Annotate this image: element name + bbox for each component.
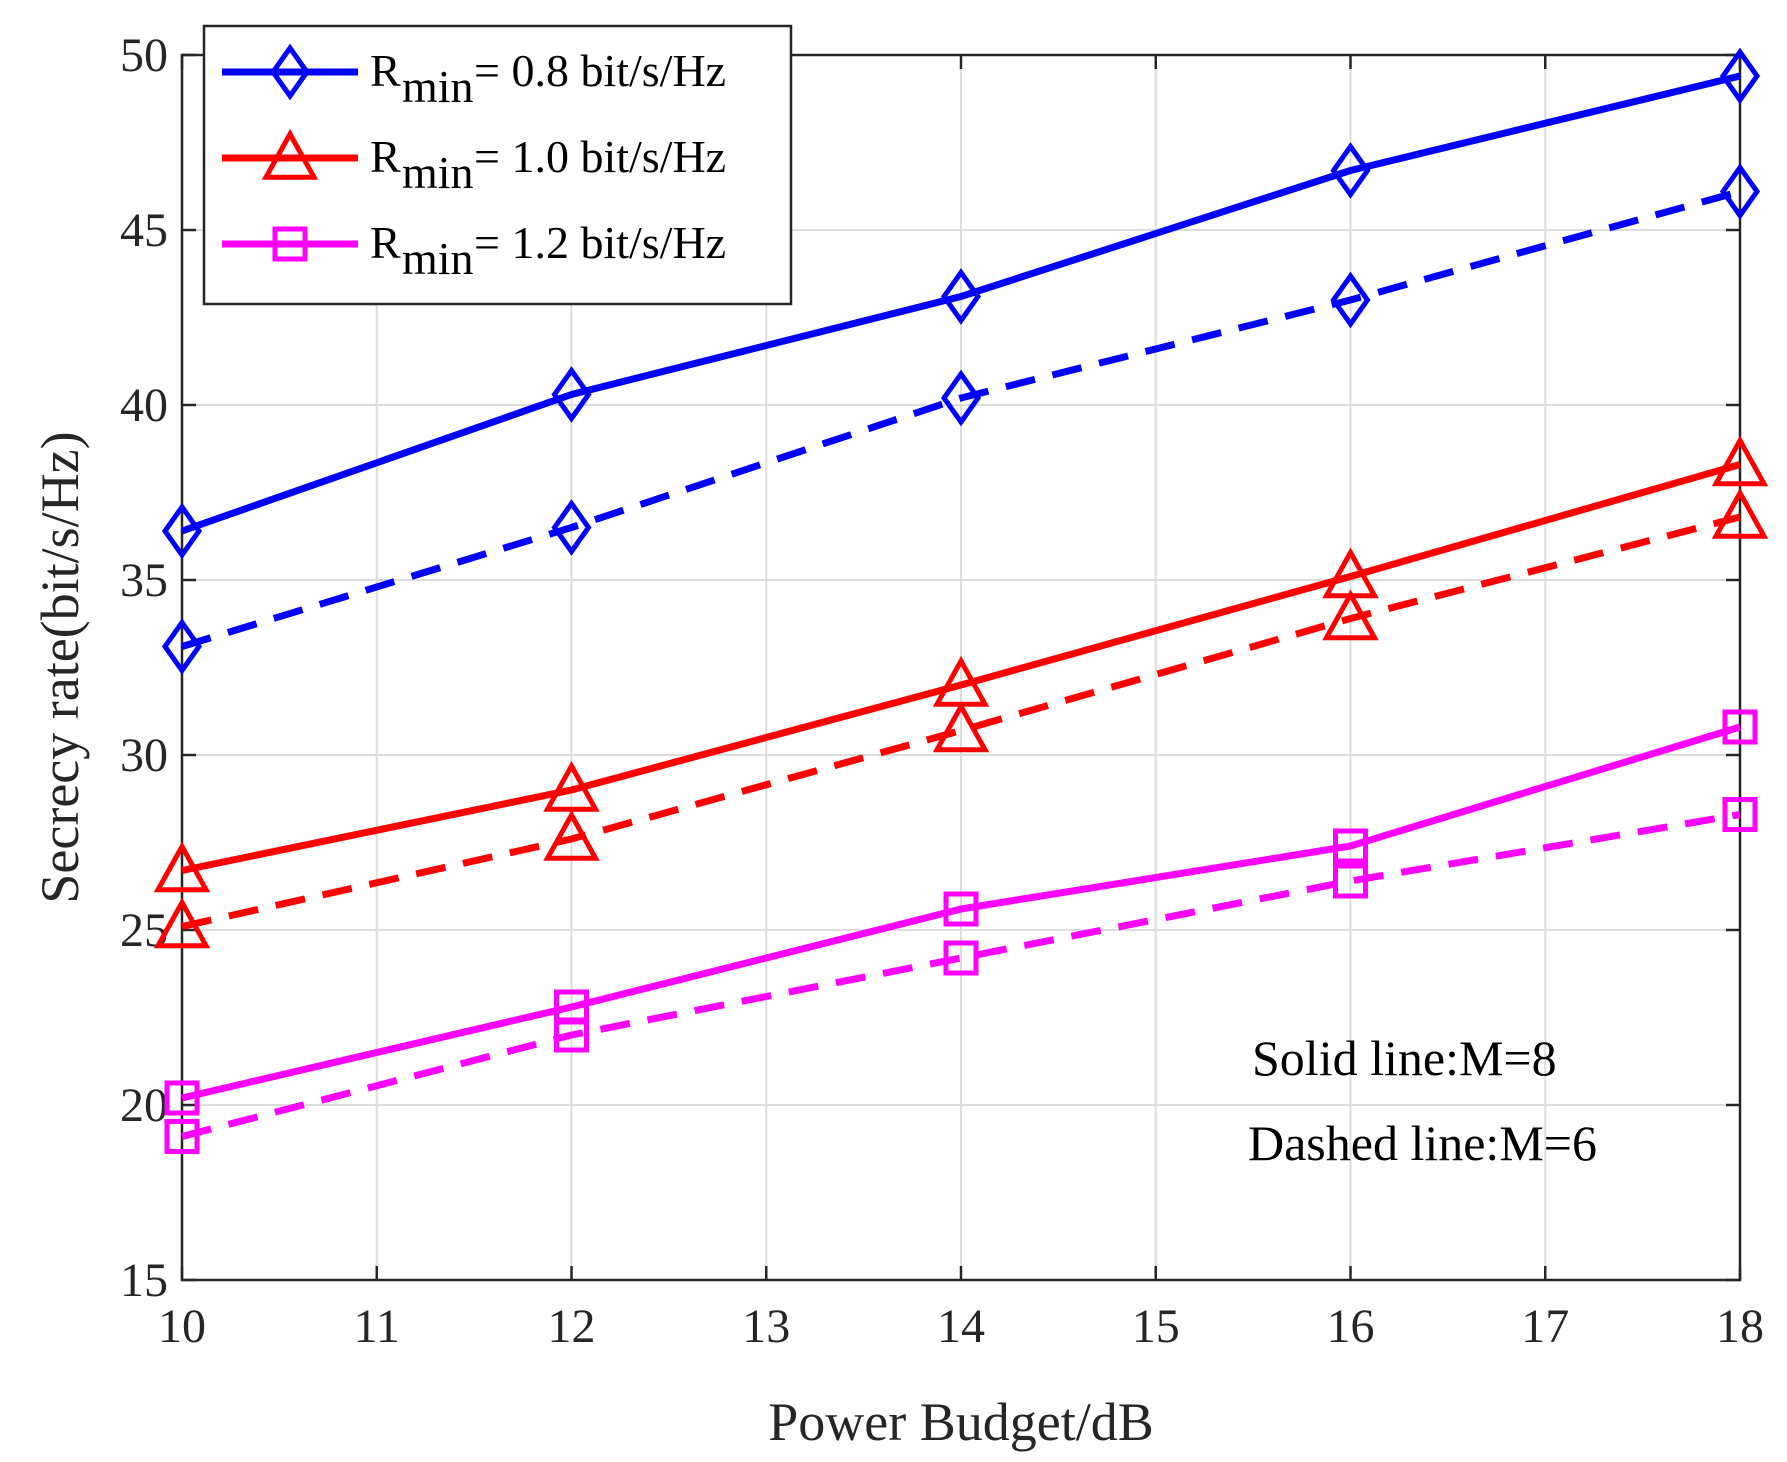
data-point-diamond [940,369,982,427]
data-point-diamond [551,366,592,423]
x-tick-label: 11 [354,1300,400,1353]
data-point-diamond [161,502,203,560]
series-5 [164,797,1758,1154]
data-point-diamond [551,499,592,556]
legend-label-main: R [370,131,401,182]
data-point-diamond [1330,142,1371,199]
legend-marker-diamond [269,43,311,101]
y-tick-label: 15 [120,1254,168,1307]
data-point-square [943,891,979,927]
legend-label-rest: = 0.8 bit/s/Hz [474,45,726,96]
data-point-triangle [1322,589,1379,641]
data-point-triangle [1711,487,1769,539]
legend-label-sub: min [402,61,474,112]
legend-label-sub: min [402,233,474,284]
x-axis-label: Power Budget/dB [768,1392,1154,1452]
series-line [180,188,1741,650]
axis-ticks: 10 11 12 13 14 15 16 17 18 15 20 25 30 35 40 45 50 [120,29,1764,1353]
x-tick-label: 17 [1521,1300,1569,1353]
series-1 [161,163,1761,675]
series-3 [153,487,1769,949]
annotation-dashed-line: Dashed line:M=6 [1248,1115,1597,1171]
data-point-square [1722,797,1758,832]
data-point-square [554,1017,589,1053]
data-point-triangle [1711,435,1769,487]
data-point-triangle [153,897,211,949]
y-tick-label: 40 [120,379,168,432]
y-tick-label: 45 [120,204,168,257]
legend-marker-triangle [261,128,319,180]
legend-label-main: R [370,217,401,268]
y-tick-label: 50 [120,29,168,82]
legend-label-main: R [370,45,401,96]
series-line [181,723,1742,1102]
data-point-square [164,1080,200,1116]
data-point-square [943,940,979,976]
data-series [153,47,1769,1154]
x-tick-label: 13 [742,1300,790,1353]
y-tick-label: 30 [120,729,168,782]
x-tick-label: 15 [1132,1300,1180,1353]
data-point-square [1333,828,1368,864]
legend-label-sub: min [402,147,474,198]
data-point-diamond [1719,163,1761,220]
y-tick-label: 25 [120,904,168,957]
legend-marker-square [272,226,308,262]
series-0 [161,47,1761,560]
data-point-square [1722,709,1758,745]
x-tick-label: 18 [1716,1300,1764,1353]
data-point-diamond [1330,271,1371,329]
y-tick-label: 35 [120,554,168,607]
series-line [181,513,1741,930]
data-point-triangle [153,841,211,893]
legend-label-rest: = 1.2 bit/s/Hz [474,217,726,268]
legend-label-rest: = 1.0 bit/s/Hz [474,131,726,182]
x-tick-label: 14 [937,1300,985,1353]
data-point-square [1333,863,1368,899]
data-point-square [164,1119,200,1154]
data-point-diamond [161,618,203,675]
data-point-diamond [940,268,982,325]
series-line [181,461,1741,874]
series-line [180,72,1741,535]
annotation-solid-line: Solid line:M=8 [1252,1030,1557,1086]
x-tick-label: 12 [548,1300,596,1353]
data-point-triangle [543,760,600,812]
data-point-diamond [1719,47,1761,105]
y-tick-label: 20 [120,1079,168,1132]
y-axis-label: Secrecy rate(bit/s/Hz) [30,431,90,903]
x-tick-label: 16 [1327,1300,1375,1353]
x-tick-label: 10 [158,1300,206,1353]
data-point-triangle [932,701,990,753]
series-line [181,811,1741,1140]
data-point-triangle [543,809,600,861]
